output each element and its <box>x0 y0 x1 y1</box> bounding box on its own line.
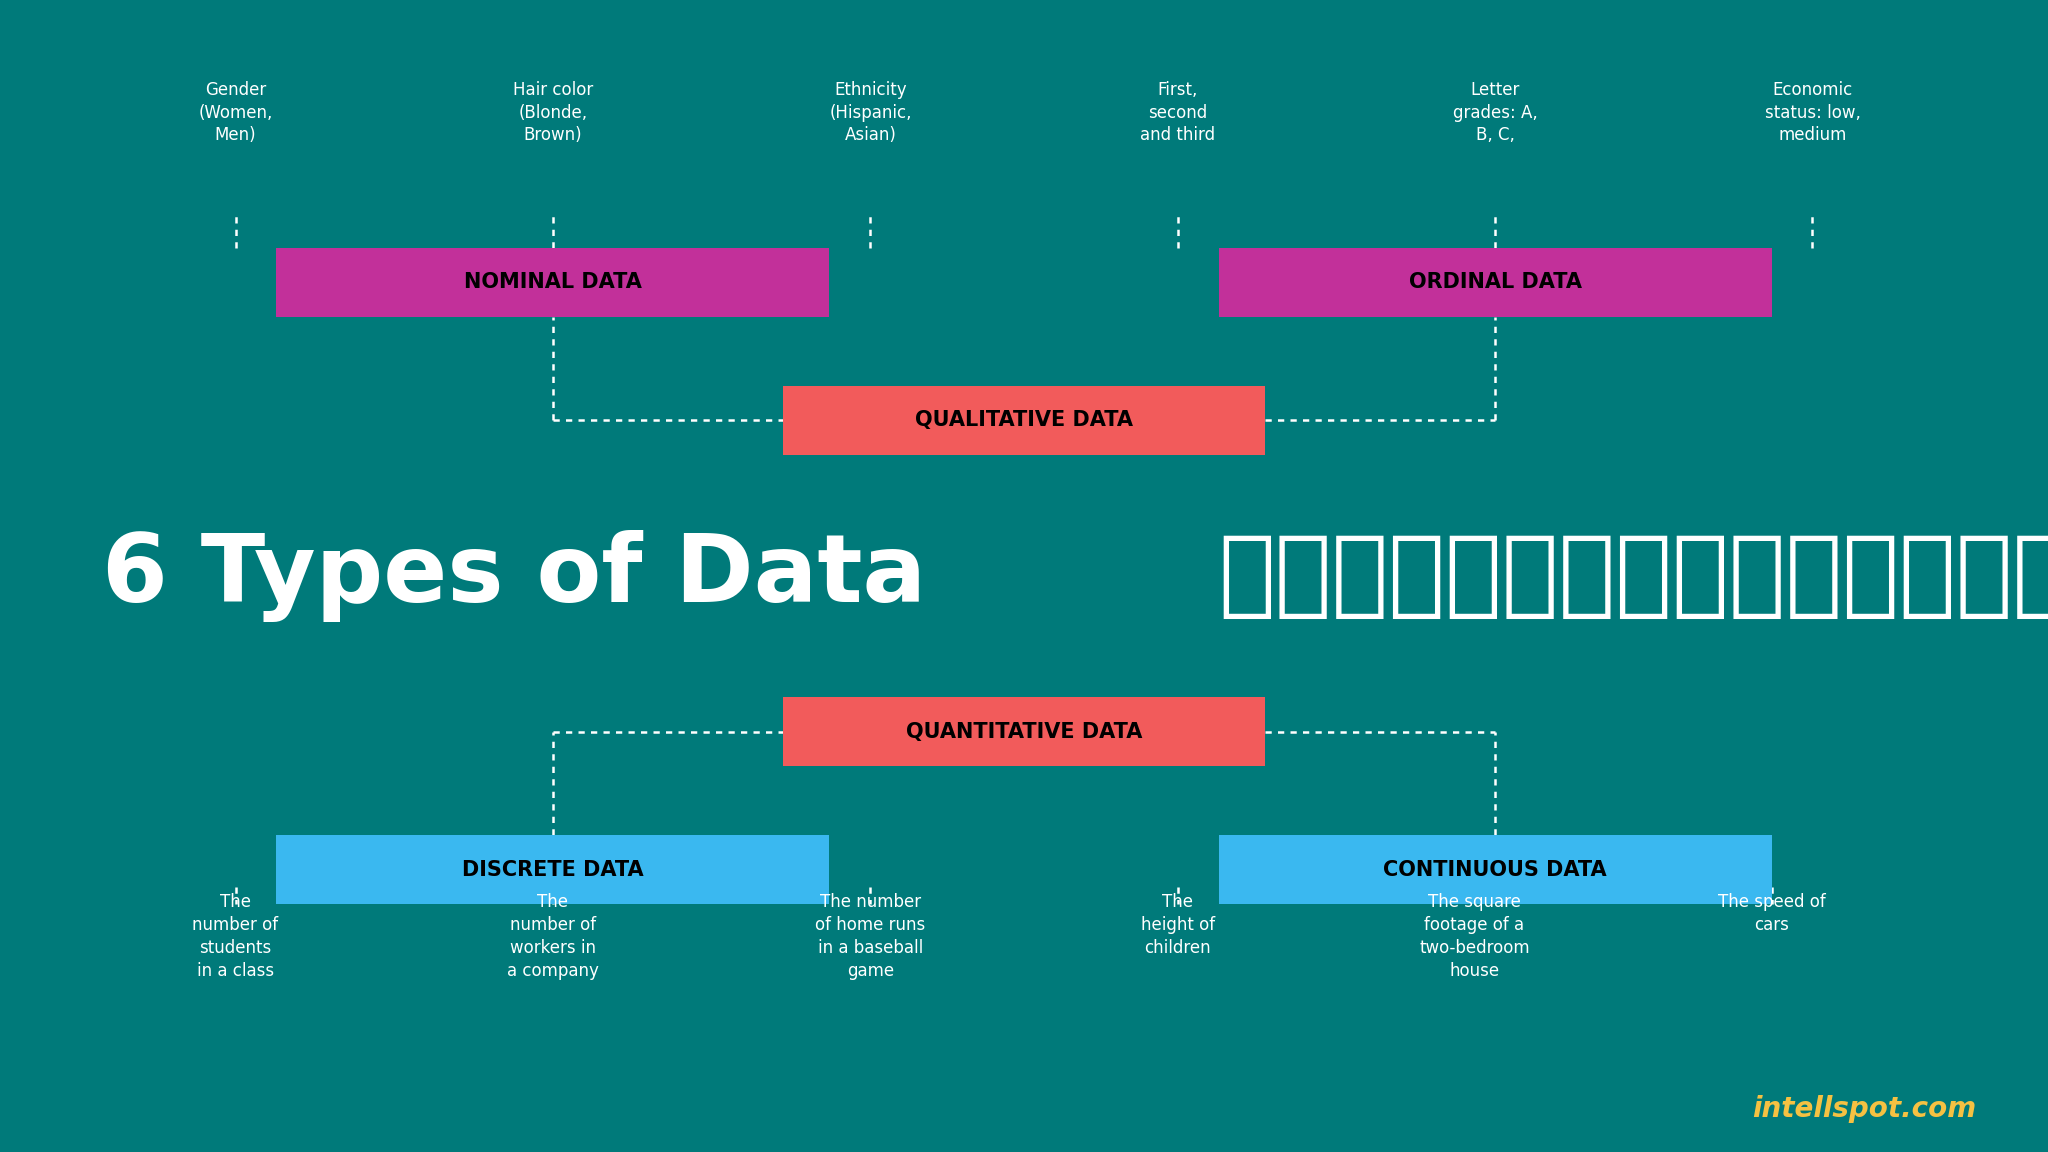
FancyBboxPatch shape <box>1219 835 1772 904</box>
Text: 6 Types of Data: 6 Types of Data <box>102 530 958 622</box>
Text: CONTINUOUS DATA: CONTINUOUS DATA <box>1382 859 1608 880</box>
Text: Ethnicity
(Hispanic,
Asian): Ethnicity (Hispanic, Asian) <box>829 81 911 144</box>
FancyBboxPatch shape <box>1219 248 1772 317</box>
Text: NOMINAL DATA: NOMINAL DATA <box>465 272 641 293</box>
Text: ORDINAL DATA: ORDINAL DATA <box>1409 272 1581 293</box>
Text: Economic
status: low,
medium: Economic status: low, medium <box>1765 81 1860 144</box>
Text: Letter
grades: A,
B, C,: Letter grades: A, B, C, <box>1452 81 1538 144</box>
Text: DISCRETE DATA: DISCRETE DATA <box>463 859 643 880</box>
FancyBboxPatch shape <box>782 697 1264 766</box>
Text: The square
footage of a
two-bedroom
house: The square footage of a two-bedroom hous… <box>1419 893 1530 979</box>
Text: Hair color
(Blonde,
Brown): Hair color (Blonde, Brown) <box>512 81 594 144</box>
Text: The
height of
children: The height of children <box>1141 893 1214 956</box>
Text: The
number of
workers in
a company: The number of workers in a company <box>508 893 598 979</box>
Text: Gender
(Women,
Men): Gender (Women, Men) <box>199 81 272 144</box>
FancyBboxPatch shape <box>276 835 829 904</box>
FancyBboxPatch shape <box>276 248 829 317</box>
Text: QUALITATIVE DATA: QUALITATIVE DATA <box>915 410 1133 431</box>
Text: The speed of
cars: The speed of cars <box>1718 893 1825 934</box>
Text: The
number of
students
in a class: The number of students in a class <box>193 893 279 979</box>
Text: QUANTITATIVE DATA: QUANTITATIVE DATA <box>905 721 1143 742</box>
Text: intellspot.com: intellspot.com <box>1753 1096 1976 1123</box>
Text: First,
second
and third: First, second and third <box>1141 81 1214 144</box>
Text: The number
of home runs
in a baseball
game: The number of home runs in a baseball ga… <box>815 893 926 979</box>
FancyBboxPatch shape <box>782 386 1264 455</box>
Text: ที่นักการตลาดต้องรู้: ที่นักการตลาดต้องรู้ <box>1219 530 2048 622</box>
